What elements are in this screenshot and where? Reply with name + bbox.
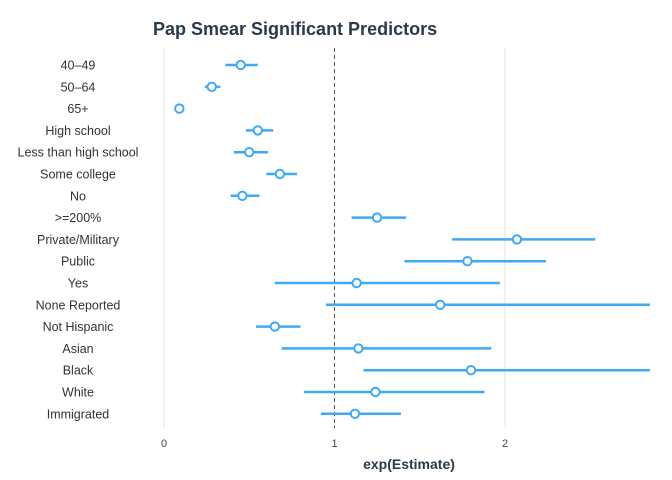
- y-axis-label: Public: [61, 255, 95, 269]
- estimate-point: [370, 386, 381, 398]
- estimate-point: [351, 277, 362, 289]
- estimate-point: [353, 343, 364, 354]
- grid-lines: [163, 48, 506, 428]
- y-axis-label: Asian: [62, 342, 93, 356]
- estimate-point: [511, 234, 523, 245]
- y-axis-label: >=200%: [55, 211, 102, 225]
- estimate-point: [435, 299, 446, 310]
- estimate-point: [174, 103, 185, 114]
- x-axis-ticks: 0 1 2: [161, 438, 508, 450]
- y-axis-labels: 40–49 50–64 65+ High school Less than high s…: [18, 59, 139, 422]
- estimate-point: [349, 408, 361, 419]
- estimate-point: [371, 212, 383, 223]
- estimate-point: [465, 365, 477, 376]
- y-axis-label: Yes: [68, 277, 88, 291]
- estimate-point: [244, 147, 255, 158]
- y-axis-label: Private/Military: [37, 233, 120, 247]
- estimate-point: [269, 321, 281, 332]
- y-axis-label: 40–49: [61, 59, 96, 73]
- estimate-point: [206, 81, 217, 93]
- y-axis-label: White: [62, 386, 94, 400]
- x-tick-label: 1: [331, 438, 337, 450]
- confidence-intervals: [204, 63, 650, 416]
- y-axis-label: Immigrated: [47, 407, 110, 421]
- estimate-point: [274, 168, 286, 180]
- y-axis-label: Black: [63, 364, 94, 378]
- y-axis-label: No: [70, 189, 86, 203]
- estimate-points: [174, 59, 523, 419]
- y-axis-label: 65+: [67, 102, 88, 116]
- x-tick-label: 0: [161, 438, 167, 450]
- estimate-point: [462, 256, 473, 267]
- y-axis-label: None Reported: [36, 298, 121, 312]
- y-axis-label: Less than high school: [18, 146, 139, 160]
- y-axis-label: 50–64: [61, 80, 96, 94]
- estimate-point: [252, 125, 263, 136]
- estimate-point: [237, 190, 248, 202]
- y-axis-label: Some college: [40, 168, 116, 182]
- estimate-point: [235, 59, 246, 71]
- y-axis-label: Not Hispanic: [43, 320, 114, 334]
- x-tick-label: 2: [502, 438, 508, 450]
- x-axis-title: exp(Estimate): [363, 456, 455, 472]
- y-axis-label: High school: [45, 124, 110, 138]
- chart-title: Pap Smear Significant Predictors: [153, 19, 438, 39]
